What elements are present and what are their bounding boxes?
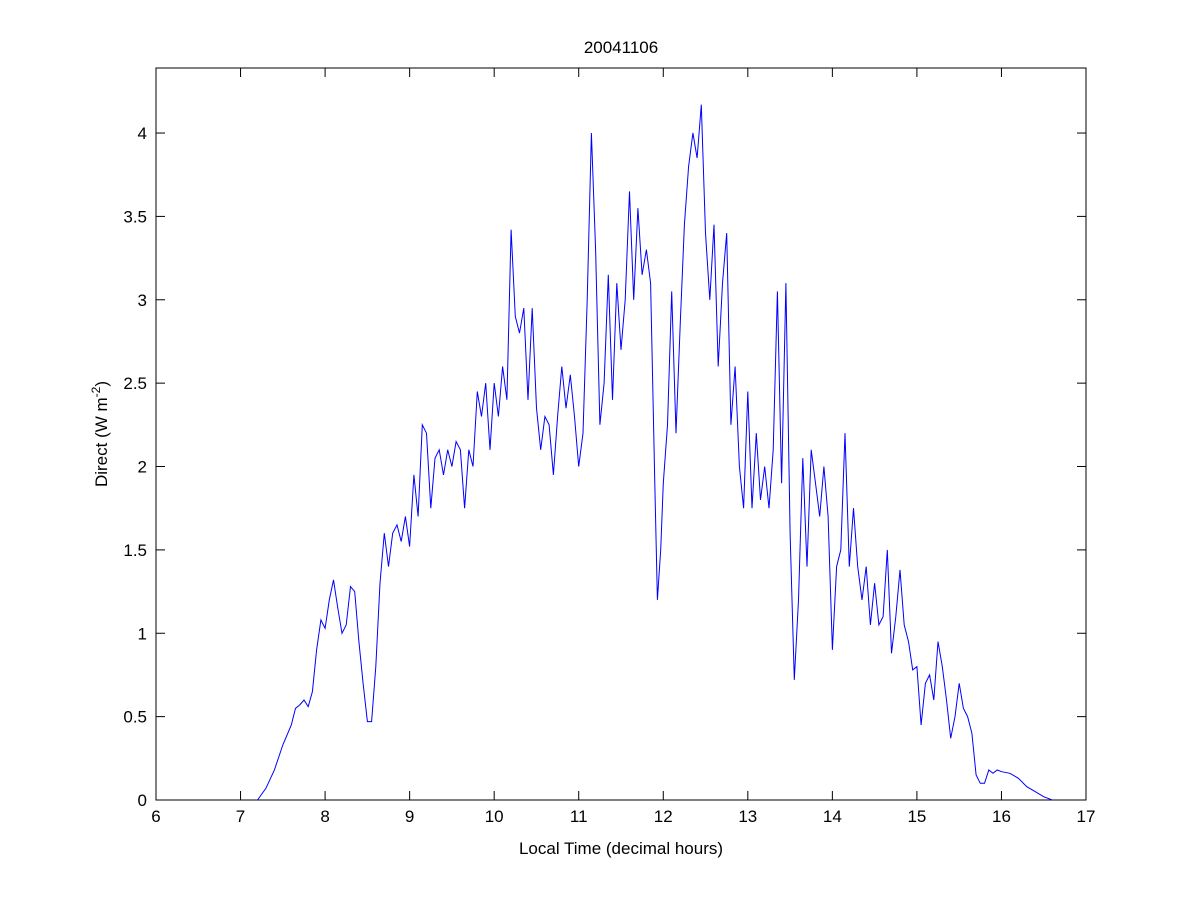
x-tick-label: 10 <box>485 807 504 826</box>
y-tick-label: 2.5 <box>123 374 147 393</box>
x-tick-label: 15 <box>907 807 926 826</box>
y-tick-label: 0 <box>138 791 147 810</box>
chart-title: 20041106 <box>584 38 658 57</box>
x-tick-label: 17 <box>1077 807 1096 826</box>
y-axis-label-close: ) <box>92 381 111 387</box>
y-tick-label: 2 <box>138 458 147 477</box>
y-tick-label: 3.5 <box>123 207 147 226</box>
x-tick-label: 9 <box>405 807 414 826</box>
y-axis-label: Direct (W m-2) <box>89 381 111 487</box>
y-tick-label: 1 <box>138 624 147 643</box>
x-tick-label: 12 <box>654 807 673 826</box>
axis-ticks: 6 7 8 9 10 11 12 13 14 15 16 17 0 0.5 1 1.5 2 2.5 3 3.5 4 <box>123 68 1095 826</box>
y-tick-label: 0.5 <box>123 708 147 727</box>
y-tick-label: 4 <box>138 124 147 143</box>
x-axis-label: Local Time (decimal hours) <box>519 839 723 858</box>
series-line-direct <box>257 104 1053 801</box>
x-tick-label: 7 <box>236 807 245 826</box>
y-axis-label-exponent: -2 <box>89 386 103 397</box>
x-tick-label: 13 <box>738 807 757 826</box>
x-tick-label: 8 <box>320 807 329 826</box>
plot-area <box>155 67 1087 801</box>
y-tick-label: 1.5 <box>123 541 147 560</box>
x-tick-label: 11 <box>570 807 588 826</box>
x-tick-label: 6 <box>151 807 160 826</box>
y-tick-label: 3 <box>138 291 147 310</box>
x-tick-label: 16 <box>992 807 1011 826</box>
x-tick-label: 14 <box>823 807 842 826</box>
y-axis-label-main: Direct (W m <box>92 397 111 487</box>
